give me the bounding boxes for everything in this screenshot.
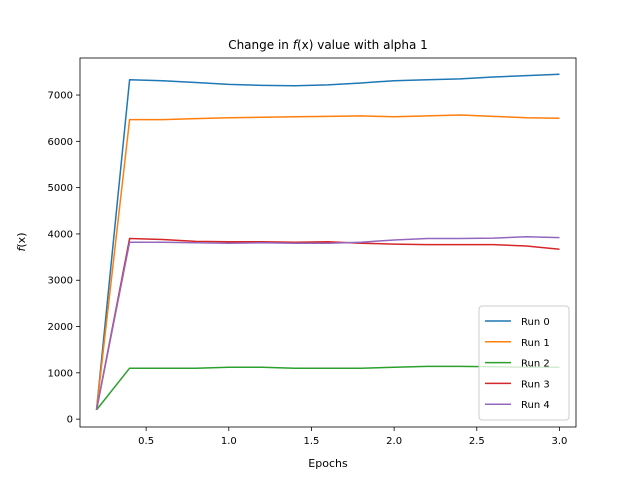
legend-label: Run 1 bbox=[521, 338, 550, 349]
y-label-f: f bbox=[15, 245, 28, 251]
x-tick-label: 2.0 bbox=[386, 436, 402, 447]
series-line-run-4 bbox=[95, 235, 560, 411]
x-axis-ticks: 0.5 1.0 1.5 2.0 2.5 3.0 bbox=[138, 427, 567, 447]
legend-box bbox=[478, 305, 570, 421]
legend-label: Run 4 bbox=[521, 400, 550, 411]
series-line-run-3 bbox=[95, 237, 560, 411]
y-tick-label: 1000 bbox=[48, 368, 73, 379]
title-fx-arg: (x) bbox=[297, 38, 313, 52]
x-tick-label: 0.5 bbox=[138, 436, 154, 447]
title-fx: f bbox=[293, 38, 299, 52]
y-axis-label: f(x) bbox=[15, 233, 28, 252]
y-tick-label: 7000 bbox=[48, 91, 73, 102]
y-tick-label: 5000 bbox=[48, 183, 73, 194]
x-axis-label: Epochs bbox=[308, 457, 348, 470]
y-tick-label: 3000 bbox=[48, 276, 73, 287]
y-tick-label: 4000 bbox=[48, 229, 73, 240]
axes-frame bbox=[79, 57, 577, 428]
y-label-arg: (x) bbox=[15, 233, 28, 248]
y-tick-label: 6000 bbox=[48, 137, 73, 148]
x-tick-label: 1.0 bbox=[221, 436, 237, 447]
legend-label: Run 3 bbox=[521, 379, 550, 390]
legend-label: Run 2 bbox=[521, 359, 550, 370]
title-suffix: value with alpha 1 bbox=[313, 38, 427, 52]
title-prefix: Change in bbox=[228, 38, 293, 52]
y-tick-label: 0 bbox=[67, 415, 73, 426]
x-tick-label: 2.5 bbox=[469, 436, 485, 447]
x-tick-label: 1.5 bbox=[304, 436, 320, 447]
chart-title: Change in f(x) value with alpha 1 bbox=[228, 38, 428, 52]
legend-label: Run 0 bbox=[521, 317, 550, 328]
legend: Run 0 Run 1 Run 2 Run 3 Run 4 bbox=[478, 305, 570, 421]
y-axis-ticks: 0 1000 2000 3000 4000 5000 6000 7000 bbox=[48, 91, 80, 426]
y-tick-label: 2000 bbox=[48, 322, 73, 333]
series-line-run-1 bbox=[95, 114, 560, 410]
x-tick-label: 3.0 bbox=[552, 436, 568, 447]
series-line-run-0 bbox=[95, 73, 560, 410]
